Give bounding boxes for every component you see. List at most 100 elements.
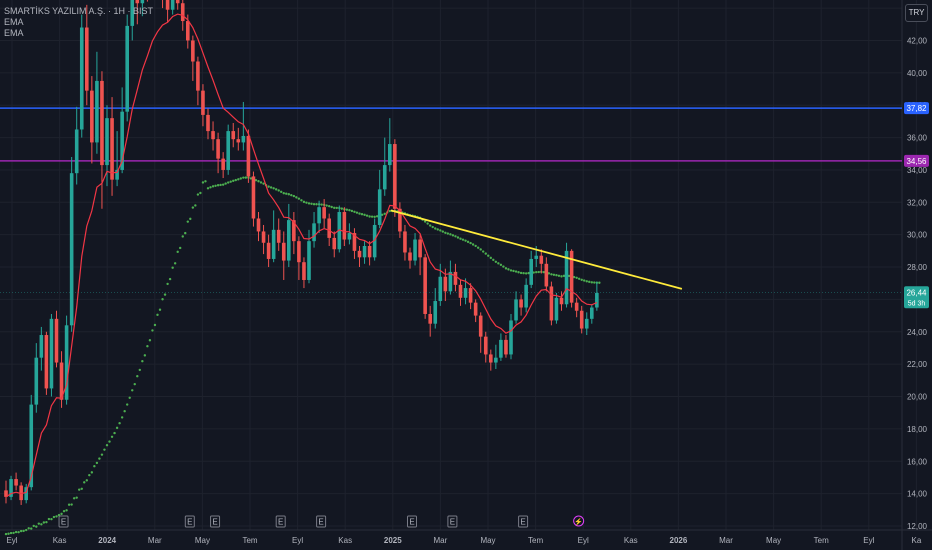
price-line-tag-label: 37,82	[906, 104, 927, 113]
price-line-tag	[904, 154, 929, 167]
candle-body	[413, 239, 417, 261]
ema-slow-dot	[85, 479, 89, 482]
ema-slow-dot	[466, 240, 470, 244]
ema-slow-dot	[136, 374, 139, 378]
ema-slow-dot	[227, 181, 230, 184]
ema-slow-dot	[110, 435, 114, 438]
ema-slow-dot	[535, 270, 538, 274]
ema-slow-dot	[300, 199, 303, 202]
ema-slow-dot	[524, 272, 528, 275]
ema-slow-dot	[461, 238, 465, 241]
ema-slow-dot	[156, 313, 159, 317]
candle-body	[271, 229, 276, 259]
candle-body	[175, 0, 180, 4]
candle-body	[347, 233, 352, 240]
candle-body	[388, 144, 392, 166]
ema-slow-dot	[315, 203, 318, 206]
ema-slow-dot	[242, 176, 245, 179]
price-axis[interactable]: 44,0042,0040,0038,0036,0034,0032,0030,00…	[0, 4, 929, 531]
candle-body	[448, 271, 453, 292]
ema-slow-dot	[194, 204, 197, 207]
countdown-label: 5d 3h	[908, 300, 926, 307]
ema-slow-dot	[14, 530, 18, 534]
ema-slow-dot	[42, 521, 46, 524]
horizontal-lines[interactable]	[0, 107, 902, 162]
price-tick-label: 18,00	[907, 425, 928, 434]
candle-body	[408, 252, 412, 261]
ema-slow-dot	[224, 182, 227, 185]
candle-body	[4, 490, 8, 497]
ema-slow-dot	[151, 329, 154, 332]
candle-body	[130, 0, 135, 26]
time-tick-label: Mar	[434, 536, 448, 545]
ema-slow-dot	[325, 204, 328, 207]
ema-slow-dot	[254, 179, 258, 182]
ema-slow-dot	[219, 183, 222, 187]
time-axis[interactable]: Eyl Kas 2024 Mar May Tem Eyl Kas 2025 Mar May Tem Ey…	[6, 536, 921, 545]
trendline[interactable]	[390, 209, 683, 290]
earnings-marker: E	[518, 515, 529, 528]
ema-slow-dot	[497, 262, 500, 265]
time-tick-label: May	[766, 536, 781, 545]
currency-button[interactable]: TRY	[905, 4, 928, 22]
ema-slow-dot	[598, 281, 601, 284]
earnings-marker-box	[447, 515, 458, 528]
candle-body	[170, 0, 175, 10]
ema-slow-dot	[27, 527, 30, 530]
earnings-marker: E	[58, 515, 69, 528]
candle-body	[494, 357, 498, 363]
candle-body	[514, 299, 518, 321]
ema-slow-dot	[527, 271, 530, 275]
ema-slow-dot	[158, 308, 162, 311]
ema-slow-dot	[562, 274, 566, 278]
ema-slow-dot	[355, 211, 359, 214]
ema-slow-dot	[126, 403, 129, 406]
ema-slow-dot	[168, 277, 172, 281]
candle-body	[19, 485, 23, 501]
ema-slow-dot	[476, 246, 480, 249]
ema-slow-dot	[555, 274, 558, 277]
candle-body	[49, 318, 54, 389]
candle-body	[483, 336, 488, 355]
candle-body	[478, 315, 483, 337]
ema-slow-dot	[37, 522, 40, 525]
candle-body	[14, 479, 18, 486]
ema-slow-dot	[45, 520, 48, 524]
candle-body	[504, 339, 508, 355]
candle-body	[458, 284, 463, 298]
ema-slow-dot	[494, 260, 498, 263]
ema-slow-dot	[287, 193, 290, 196]
ema-slow-dot	[237, 178, 240, 181]
dividend-marker-circle	[573, 515, 585, 527]
candle-body	[327, 218, 331, 238]
ema-slow-dot	[47, 517, 51, 521]
candle-body	[110, 118, 114, 180]
ema-slow-dot	[302, 200, 306, 204]
ema-slow-dot	[423, 220, 427, 223]
candle-body	[226, 131, 230, 170]
earnings-marker-label: E	[520, 518, 525, 527]
ema-slow-dot	[532, 271, 535, 274]
ema-slow-dot	[221, 183, 225, 186]
ema-slow-dot	[487, 254, 490, 257]
ema-slow-dot	[375, 215, 379, 218]
indicator-ema-1[interactable]: EMA	[4, 17, 24, 27]
symbol-title[interactable]: SMARTİKS YAZILIM A.Ş. · 1H · BIST	[4, 6, 154, 16]
ema-slow-dot	[163, 293, 167, 296]
ema-slow-dot	[25, 528, 28, 532]
ema-slow-dot	[105, 444, 109, 447]
ema-slow-dot	[464, 239, 467, 242]
ema-slow-dot	[350, 209, 354, 213]
earnings-marker-label: E	[450, 518, 455, 527]
ema-slow-dot	[482, 250, 485, 253]
candle-body	[332, 237, 337, 250]
event-markers[interactable]: E E E E E E E E ⚡	[58, 515, 585, 528]
candle-body	[489, 354, 493, 363]
ema-slow-dot	[504, 267, 508, 270]
candle-body	[297, 241, 301, 263]
indicator-ema-2[interactable]: EMA	[4, 28, 24, 38]
ema-slow-dot	[179, 246, 182, 250]
candle-body	[342, 212, 347, 240]
ema-slow-dot	[50, 517, 53, 521]
